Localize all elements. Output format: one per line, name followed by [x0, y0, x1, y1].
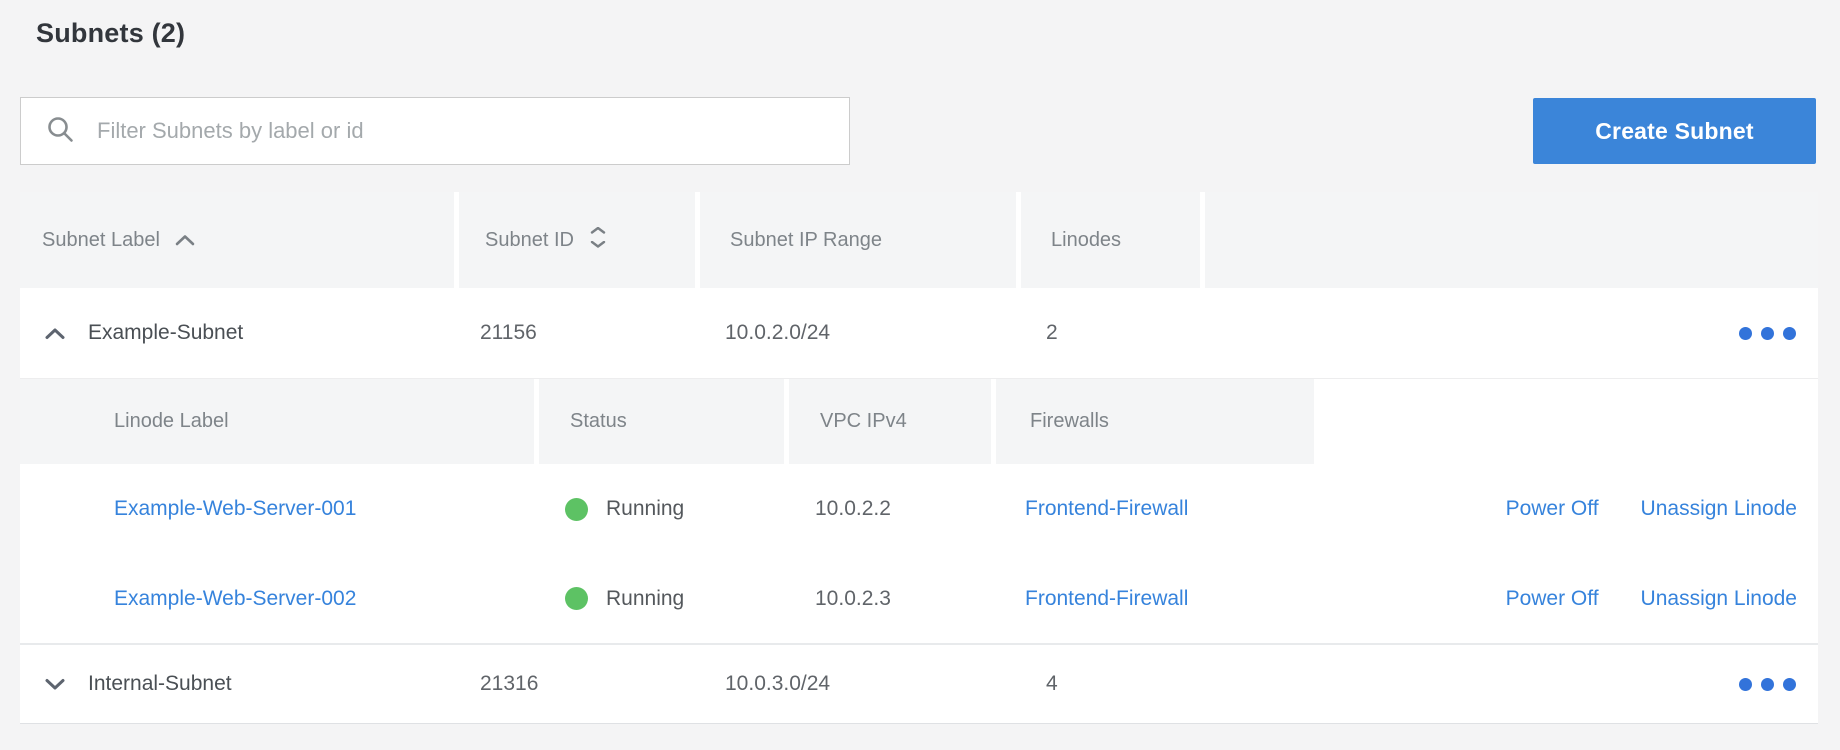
subnets-table-header: Subnet Label Subnet ID Subnet IP Range: [20, 192, 1818, 288]
subnet-id: 21156: [480, 321, 537, 344]
collapse-chevron-up-icon[interactable]: [42, 320, 68, 346]
subnet-id: 21316: [480, 672, 539, 695]
expand-chevron-down-icon[interactable]: [42, 671, 68, 697]
subnet-actions-ellipsis-icon[interactable]: [1737, 321, 1798, 346]
search-input[interactable]: [97, 118, 849, 144]
column-header-firewalls: Firewalls: [991, 379, 1314, 464]
subnet-filter-box: [20, 97, 850, 165]
sort-both-icon: [588, 226, 608, 254]
linodes-table-header: Linode Label Status VPC IPv4 Firewalls: [20, 378, 1818, 464]
vpc-ipv4: 10.0.2.3: [815, 586, 891, 610]
subnet-row-example-subnet: Example-Subnet 21156 10.0.2.0/24 2: [20, 288, 1818, 378]
subnet-linode-count: 4: [1046, 672, 1058, 695]
column-header-subnet-ip-range: Subnet IP Range: [695, 192, 1016, 288]
column-header-vpc-ipv4: VPC IPv4: [784, 379, 991, 464]
vpc-ipv4: 10.0.2.2: [815, 497, 891, 520]
subnets-table: Subnet Label Subnet ID Subnet IP Range: [20, 192, 1818, 724]
status-text: Running: [606, 497, 685, 520]
power-off-button[interactable]: Power Off: [1505, 497, 1599, 520]
column-header-status: Status: [534, 379, 784, 464]
firewall-link[interactable]: Frontend-Firewall: [1025, 497, 1189, 520]
unassign-linode-button[interactable]: Unassign Linode: [1640, 497, 1797, 520]
linode-row-example-web-server-001: Example-Web-Server-001 Running 10.0.2.2 …: [20, 464, 1818, 554]
column-header-linode-label: Linode Label: [20, 379, 534, 464]
status-running-icon: [565, 587, 588, 610]
column-header-subnet-label[interactable]: Subnet Label: [20, 192, 454, 288]
subnet-ip-range: 10.0.3.0/24: [725, 672, 831, 695]
unassign-linode-button[interactable]: Unassign Linode: [1640, 586, 1797, 610]
linode-label-link[interactable]: Example-Web-Server-002: [114, 586, 357, 610]
column-header-linode-actions: [1314, 379, 1818, 464]
sort-asc-icon: [174, 234, 196, 246]
subnet-label: Example-Subnet: [88, 321, 244, 344]
linode-row-example-web-server-002: Example-Web-Server-002 Running 10.0.2.3 …: [20, 554, 1818, 644]
subnet-label: Internal-Subnet: [88, 672, 232, 695]
power-off-button[interactable]: Power Off: [1505, 586, 1599, 610]
search-icon: [45, 114, 75, 149]
subnet-linode-count: 2: [1046, 321, 1058, 344]
status-running-icon: [565, 497, 588, 521]
subnet-ip-range: 10.0.2.0/24: [725, 321, 831, 344]
status-text: Running: [606, 586, 685, 610]
column-header-actions: [1200, 192, 1818, 288]
page-title: Subnets (2): [36, 18, 186, 48]
linode-label-link[interactable]: Example-Web-Server-001: [114, 497, 357, 520]
subnet-actions-ellipsis-icon[interactable]: [1737, 672, 1798, 697]
subnet-row-internal-subnet: Internal-Subnet 21316 10.0.3.0/24 4: [20, 644, 1818, 723]
column-header-linodes: Linodes: [1016, 192, 1200, 288]
create-subnet-button[interactable]: Create Subnet: [1533, 98, 1816, 164]
column-header-subnet-id[interactable]: Subnet ID: [454, 192, 695, 288]
firewall-link[interactable]: Frontend-Firewall: [1025, 586, 1189, 610]
